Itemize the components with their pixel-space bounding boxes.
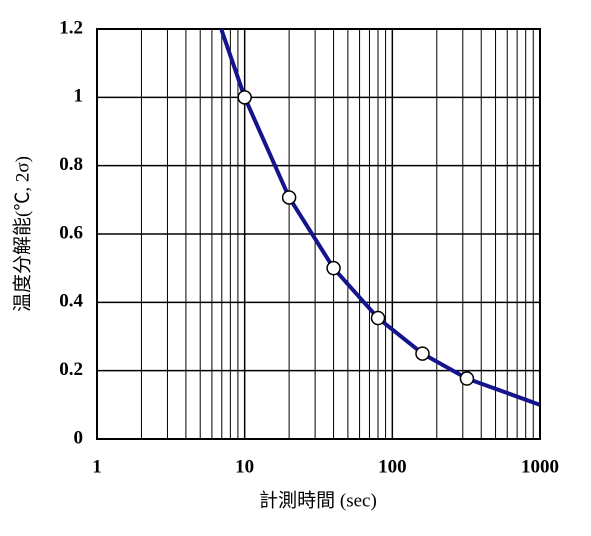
y-tick-label: 1: [74, 86, 84, 107]
marker: [281, 190, 297, 205]
x-tick-label: 100: [378, 456, 407, 477]
line: [219, 29, 540, 407]
x-axis-label: 計測時間 (sec): [259, 489, 377, 511]
y-tick-label: 0.6: [59, 222, 83, 243]
marker: [415, 346, 430, 361]
plot-border: [96, 28, 541, 440]
y-tick-label: 0.8: [59, 154, 83, 175]
x-tick-label: 10: [235, 456, 254, 477]
y-tick-label: 0: [74, 427, 84, 448]
marker: [237, 90, 252, 105]
x-tick-label: 1: [92, 456, 102, 477]
marker: [370, 310, 386, 326]
x-tick-label: 1000: [521, 456, 559, 477]
y-tick-label: 0.4: [59, 291, 83, 312]
marker: [326, 260, 341, 276]
y-axis-label: 温度分解能(℃, 2σ): [11, 156, 33, 312]
y-tick-label: 1.2: [59, 17, 83, 38]
y-tick-label: 0.2: [59, 359, 83, 380]
marker: [459, 371, 475, 386]
